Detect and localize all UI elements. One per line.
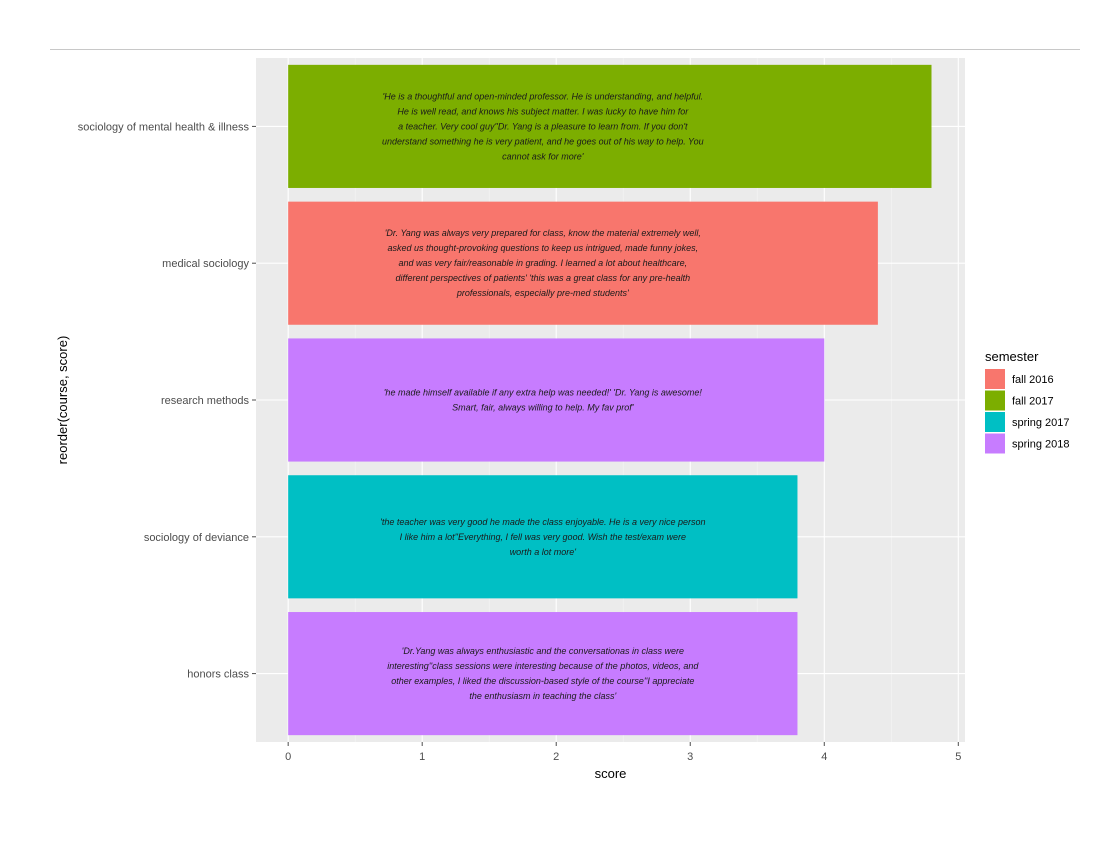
- bar-comment: 'he made himself available if any extra …: [384, 388, 703, 413]
- legend-label: fall 2017: [1012, 396, 1054, 408]
- bar-comment-line: cannot ask for more': [502, 151, 584, 161]
- bar-comment-line: a teacher. Very cool guy''Dr. Yang is a …: [398, 121, 688, 131]
- bar-medical-sociology: [288, 201, 878, 325]
- x-tick-label: 2: [553, 751, 559, 763]
- bar-comment-line: 'Dr. Yang was always very prepared for c…: [385, 228, 701, 238]
- bar-sociology-of-deviance: [288, 475, 798, 599]
- bar-comment-line: I like him a lot''Everything, I fell was…: [400, 532, 686, 542]
- legend-title: semester: [985, 349, 1039, 364]
- x-tick-label: 3: [687, 751, 693, 763]
- bar-comment-line: worth a lot more': [510, 547, 577, 557]
- bar-comment-line: interesting''class sessions were interes…: [387, 661, 699, 671]
- y-tick-label: honors class: [187, 669, 249, 681]
- legend-key: [985, 412, 1005, 432]
- bar-comment: 'the teacher was very good he made the c…: [380, 517, 705, 557]
- bar-comment-line: the enthusiasm in teaching the class': [469, 691, 616, 701]
- bar-research-methods: [288, 338, 825, 462]
- bar-comment-line: He is well read, and knows his subject m…: [397, 106, 689, 116]
- x-axis-title: score: [595, 766, 627, 781]
- x-tick-label: 0: [285, 751, 291, 763]
- top-divider-line: [50, 49, 1080, 50]
- bar-comment: 'He is a thoughtful and open-minded prof…: [382, 91, 704, 161]
- legend-label: spring 2018: [1012, 439, 1070, 451]
- y-tick-label: medical sociology: [162, 258, 249, 270]
- y-tick-label: sociology of deviance: [144, 532, 249, 544]
- bar-comment-line: 'he made himself available if any extra …: [384, 388, 703, 398]
- bar-comment-line: 'He is a thoughtful and open-minded prof…: [383, 91, 704, 101]
- legend-label: fall 2016: [1012, 374, 1054, 386]
- bar-comment-line: professionals, especially pre-med studen…: [456, 288, 629, 298]
- bar-comment-line: other examples, I liked the discussion-b…: [391, 676, 694, 686]
- y-axis-title: reorder(course, score): [55, 336, 70, 465]
- bar-comment-line: different perspectives of patients' 'thi…: [396, 273, 691, 283]
- x-tick-label: 5: [955, 751, 961, 763]
- x-tick-label: 4: [821, 751, 827, 763]
- bar-comment-line: 'Dr.Yang was always enthusiastic and the…: [402, 646, 684, 656]
- legend-key: [985, 433, 1005, 454]
- bar-comment-line: and was very fair/reasonable in grading.…: [398, 258, 687, 268]
- y-tick-label: sociology of mental health & illness: [78, 121, 250, 133]
- bar-comment-line: understand something he is very patient,…: [382, 136, 704, 146]
- legend-label: spring 2017: [1012, 417, 1070, 429]
- bar-comment-line: Smart, fair, always willing to help. My …: [452, 403, 634, 413]
- legend-key: [985, 390, 1005, 411]
- legend-key: [985, 369, 1005, 389]
- y-tick-label: research methods: [161, 395, 250, 407]
- bar-comment: 'Dr.Yang was always enthusiastic and the…: [387, 646, 699, 701]
- bar-comment: 'Dr. Yang was always very prepared for c…: [385, 228, 701, 298]
- x-tick-label: 1: [419, 751, 425, 763]
- bar-sociology-of-mental-health-illness: [288, 64, 932, 188]
- bar-honors-class: [288, 612, 798, 736]
- bar-comment-line: asked us thought-provoking questions to …: [387, 243, 698, 253]
- bar-comment-line: 'the teacher was very good he made the c…: [380, 517, 705, 527]
